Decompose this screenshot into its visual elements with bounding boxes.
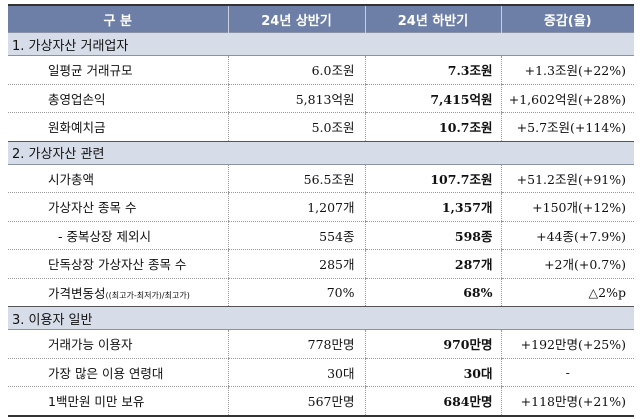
table-row: 거래가능 이용자 778만명 970만명 +192만명(+25%) bbox=[8, 329, 634, 359]
row-label: 일평균 거래규모 bbox=[8, 55, 228, 85]
section-title: 1. 가상자산 거래업자 bbox=[8, 32, 634, 56]
header-second-half: 24년 하반기 bbox=[364, 5, 501, 33]
first-half-value: 30대 bbox=[227, 358, 365, 387]
table-row: 시가총액 56.5조원 107.7조원 +51.2조원(+91%) bbox=[8, 164, 634, 193]
section-header: 1. 가상자산 거래업자 bbox=[8, 32, 634, 56]
first-half-value: 1,207개 bbox=[227, 192, 365, 222]
change-value: +44종(+7.9%) bbox=[500, 221, 634, 250]
change-value: +150개(+12%) bbox=[500, 192, 634, 222]
second-half-value: 7.3조원 bbox=[364, 55, 501, 85]
stats-table-container: 구 분 24년 상반기 24년 하반기 증감(율) 1. 가상자산 거래업자 일… bbox=[8, 4, 634, 417]
first-half-value: 56.5조원 bbox=[227, 164, 365, 193]
table-row: 가장 많은 이용 연령대 30대 30대 - bbox=[8, 358, 634, 387]
second-half-value: 68% bbox=[364, 278, 501, 307]
change-value: +51.2조원(+91%) bbox=[500, 164, 634, 193]
table-row: 원화예치금 5.0조원 10.7조원 +5.7조원(+114%) bbox=[8, 112, 634, 142]
second-half-value: 30대 bbox=[364, 358, 501, 387]
table-row: 단독상장 가상자산 종목 수 285개 287개 +2개(+0.7%) bbox=[8, 249, 634, 279]
second-half-value: 1,357개 bbox=[364, 192, 501, 222]
row-label: 1백만원 미만 보유 bbox=[8, 386, 228, 416]
first-half-value: 5.0조원 bbox=[227, 112, 365, 142]
header-first-half: 24년 상반기 bbox=[227, 5, 365, 33]
first-half-value: 285개 bbox=[227, 249, 365, 279]
first-half-value: 6.0조원 bbox=[227, 55, 365, 85]
second-half-value: 287개 bbox=[364, 249, 501, 279]
first-half-value: 70% bbox=[227, 278, 365, 307]
row-label: 가격변동성 bbox=[48, 285, 106, 301]
section-virtual-assets: 2. 가상자산 관련 시가총액 56.5조원 107.7조원 +51.2조원(+… bbox=[8, 140, 634, 307]
section-header: 3. 이용자 일반 bbox=[8, 306, 634, 330]
table-row: 일평균 거래규모 6.0조원 7.3조원 +1.3조원(+22%) bbox=[8, 55, 634, 85]
section-title: 2. 가상자산 관련 bbox=[8, 140, 634, 165]
row-label: 거래가능 이용자 bbox=[8, 329, 228, 359]
header-category: 구 분 bbox=[8, 5, 228, 33]
first-half-value: 567만명 bbox=[227, 386, 365, 416]
table-row: 1백만원 미만 보유 567만명 684만명 +118만명(+21%) bbox=[8, 386, 634, 416]
second-half-value: 684만명 bbox=[364, 386, 501, 416]
change-value: - bbox=[500, 358, 634, 387]
change-value: +192만명(+25%) bbox=[500, 329, 634, 359]
second-half-value: 7,415억원 bbox=[364, 84, 501, 113]
second-half-value: 10.7조원 bbox=[364, 112, 501, 142]
change-value: △2%p bbox=[500, 278, 634, 307]
table-row: 가상자산 종목 수 1,207개 1,357개 +150개(+12%) bbox=[8, 192, 634, 222]
row-label: - 중복상장 제외시 bbox=[8, 221, 228, 250]
change-value: +5.7조원(+114%) bbox=[500, 112, 634, 142]
table-row: 가격변동성((최고가-최저가)/최고가) 70% 68% △2%p bbox=[8, 278, 634, 307]
stats-table: 구 분 24년 상반기 24년 하반기 증감(율) 1. 가상자산 거래업자 일… bbox=[8, 4, 634, 417]
change-value: +1,602억원(+28%) bbox=[500, 84, 634, 113]
second-half-value: 970만명 bbox=[364, 329, 501, 359]
section-header: 2. 가상자산 관련 bbox=[8, 140, 634, 165]
row-label: 시가총액 bbox=[8, 164, 228, 193]
first-half-value: 554종 bbox=[227, 221, 365, 250]
second-half-value: 107.7조원 bbox=[364, 164, 501, 193]
first-half-value: 778만명 bbox=[227, 329, 365, 359]
row-label: 가장 많은 이용 연령대 bbox=[8, 358, 228, 387]
section-exchanges: 1. 가상자산 거래업자 일평균 거래규모 6.0조원 7.3조원 +1.3조원… bbox=[8, 32, 634, 142]
change-value: +1.3조원(+22%) bbox=[500, 55, 634, 85]
first-half-value: 5,813억원 bbox=[227, 84, 365, 113]
row-label: 가상자산 종목 수 bbox=[8, 192, 228, 222]
second-half-value: 598종 bbox=[364, 221, 501, 250]
table-header-row: 구 분 24년 상반기 24년 하반기 증감(율) bbox=[8, 5, 634, 33]
change-value: +118만명(+21%) bbox=[500, 386, 634, 416]
header-change: 증감(율) bbox=[500, 5, 634, 33]
row-label: 총영업손익 bbox=[8, 84, 228, 113]
row-label: 원화예치금 bbox=[8, 112, 228, 142]
table-row: 총영업손익 5,813억원 7,415억원 +1,602억원(+28%) bbox=[8, 84, 634, 113]
change-value: +2개(+0.7%) bbox=[500, 249, 634, 279]
section-users: 3. 이용자 일반 거래가능 이용자 778만명 970만명 +192만명(+2… bbox=[8, 306, 634, 416]
row-label-note: ((최고가-최저가)/최고가) bbox=[105, 290, 190, 300]
section-title: 3. 이용자 일반 bbox=[8, 306, 634, 330]
row-label-cell: 가격변동성((최고가-최저가)/최고가) bbox=[8, 278, 228, 307]
row-label: 단독상장 가상자산 종목 수 bbox=[8, 249, 228, 279]
table-row: - 중복상장 제외시 554종 598종 +44종(+7.9%) bbox=[8, 221, 634, 250]
